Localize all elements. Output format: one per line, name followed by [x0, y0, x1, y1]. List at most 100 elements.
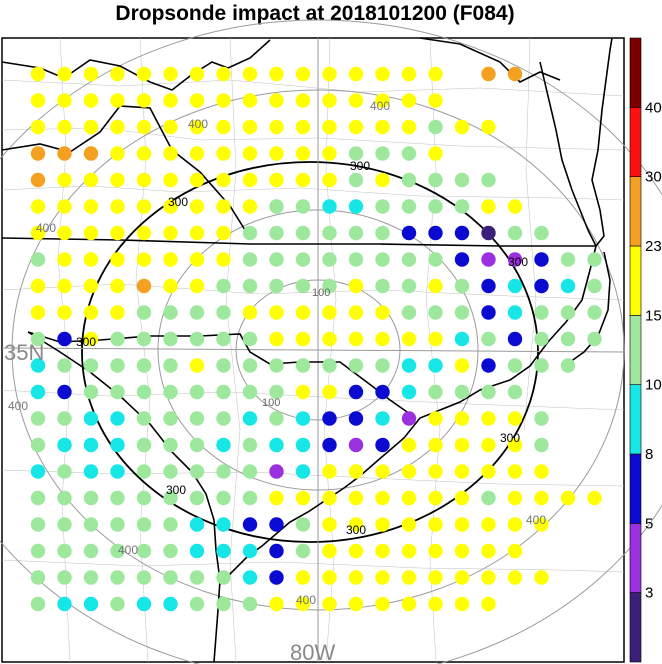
impact-dot	[507, 464, 523, 479]
impact-dot	[295, 490, 311, 506]
impact-dot	[30, 146, 46, 161]
impact-dot	[216, 93, 231, 108]
impact-dot	[189, 146, 205, 161]
lon-label: 80W	[290, 640, 335, 664]
ring-500	[0, 19, 662, 664]
impact-dot	[110, 252, 125, 267]
impact-dot	[322, 464, 337, 479]
impact-dot	[401, 119, 417, 135]
impact-dot	[269, 384, 284, 400]
impact-dot	[428, 384, 443, 400]
impact-dot	[401, 437, 417, 453]
colorbar-labels: 3 5 8 10 15 23 30 40	[645, 99, 662, 601]
impact-dot	[136, 596, 152, 612]
impact-dot	[322, 517, 337, 532]
impact-dot	[375, 172, 390, 188]
impact-dot	[110, 411, 125, 426]
impact-dot	[110, 66, 125, 82]
impact-dot	[348, 384, 364, 400]
impact-dot	[348, 146, 364, 161]
impact-dot	[401, 411, 417, 426]
impact-dot	[560, 331, 576, 347]
impact-dot	[375, 570, 390, 585]
impact-dot	[454, 543, 470, 559]
impact-dot	[83, 411, 99, 426]
va-nc-border	[1, 237, 596, 247]
impact-dot	[534, 570, 549, 585]
impact-dot	[454, 358, 470, 373]
impact-dot	[216, 172, 231, 188]
impact-dot	[269, 464, 284, 479]
impact-dot	[189, 543, 205, 559]
impact-dot	[57, 384, 72, 400]
impact-dot	[322, 93, 337, 108]
impact-dot	[189, 596, 205, 612]
nc-sc-border	[27, 331, 411, 415]
impact-dot	[136, 490, 152, 506]
impact-dot	[83, 437, 99, 453]
impact-dot	[375, 146, 390, 161]
impact-dot	[428, 490, 443, 506]
impact-dot	[348, 411, 364, 426]
impact-dot	[295, 146, 311, 161]
impact-dot	[295, 358, 311, 373]
impact-dot	[454, 570, 470, 585]
impact-dot	[348, 172, 364, 188]
impact-dot	[481, 570, 496, 585]
impact-dot	[507, 517, 523, 532]
ring-label: 400	[370, 99, 390, 113]
impact-dot	[189, 305, 205, 320]
impact-dot	[428, 252, 443, 267]
impact-dot	[322, 278, 337, 294]
impact-dot	[83, 358, 99, 373]
impact-dot	[401, 543, 417, 559]
impact-dot	[136, 437, 152, 453]
impact-dot	[30, 596, 46, 612]
impact-dot	[481, 464, 496, 479]
impact-dot	[322, 490, 337, 506]
impact-dot	[375, 384, 390, 400]
impact-dot	[481, 252, 496, 267]
colorbar-box	[629, 245, 642, 316]
impact-dot	[242, 596, 258, 612]
impact-dot	[481, 490, 496, 506]
impact-dot	[189, 490, 205, 506]
impact-dot	[428, 358, 443, 373]
impact-dot	[269, 146, 284, 161]
impact-dot	[216, 146, 231, 161]
impact-dot	[189, 66, 205, 82]
impact-dot	[110, 437, 125, 453]
colorbar-box	[629, 384, 642, 455]
impact-dot	[83, 331, 99, 347]
impact-dot	[534, 490, 549, 506]
impact-dot	[428, 331, 443, 347]
impact-dot	[454, 437, 470, 453]
impact-dot	[507, 331, 523, 347]
impact-dot	[216, 490, 231, 506]
impact-dot	[375, 543, 390, 559]
impact-dot	[30, 278, 46, 294]
impact-dot	[242, 278, 258, 294]
ring-label: 400	[8, 399, 28, 413]
colorbar-box	[629, 453, 642, 524]
impact-dot	[295, 225, 311, 241]
impact-dot	[57, 543, 72, 559]
impact-dot	[110, 596, 125, 612]
impact-dot	[110, 464, 125, 479]
impact-dot	[348, 66, 364, 82]
impact-dot	[216, 199, 231, 214]
impact-dot	[507, 225, 523, 241]
impact-dot	[83, 464, 99, 479]
colorbar-box	[629, 107, 642, 177]
impact-dot	[401, 490, 417, 506]
impact-dot	[269, 305, 284, 320]
impact-dot	[481, 66, 496, 82]
impact-dot	[481, 437, 496, 453]
impact-dot	[269, 437, 284, 453]
impact-dot	[163, 384, 178, 400]
impact-dot	[560, 490, 576, 506]
impact-dot	[348, 543, 364, 559]
impact-dot	[322, 119, 337, 135]
impact-dot	[163, 517, 178, 532]
colorbar-label: 15	[645, 307, 662, 324]
